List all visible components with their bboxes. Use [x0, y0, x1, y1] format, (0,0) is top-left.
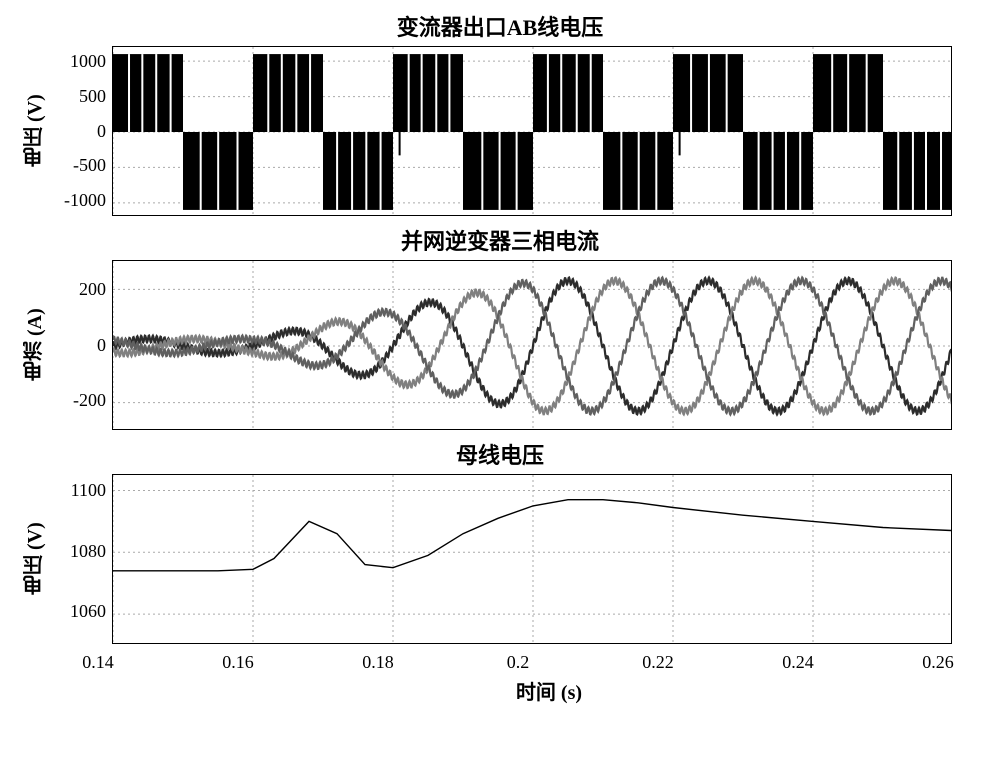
ytick-label: 0 — [97, 335, 106, 356]
xtick-label: 0.18 — [362, 652, 394, 673]
ytick-label: 200 — [79, 279, 106, 300]
ylabel-bus_voltage: 电压 (V) — [20, 474, 48, 644]
yticks-three_phase_current: 200 0 -200 — [48, 260, 112, 430]
ytick-label: -200 — [73, 390, 106, 411]
plot-three_phase_current — [112, 260, 952, 430]
yticks-voltage_ab: 1000 500 0 -500 -1000 — [48, 46, 112, 216]
yticks-bus_voltage: 1100 1080 1060 — [48, 474, 112, 644]
ytick-label: -500 — [73, 155, 106, 176]
figure-root: 变流器出口AB线电压 电压 (V) 1000 500 0 -500 -1000 并网逆变… — [20, 10, 980, 705]
plot-voltage_ab — [112, 46, 952, 216]
ytick-label: 500 — [79, 86, 106, 107]
xtick-label: 0.16 — [222, 652, 254, 673]
panel-bus_voltage: 母线电压 电压 (V) 1100 1080 1060 — [20, 438, 980, 644]
xtick-label: 0.22 — [642, 652, 674, 673]
xtick-label: 0.14 — [82, 652, 114, 673]
panel-title-voltage_ab: 变流器出口AB线电压 — [20, 10, 980, 42]
panel-three_phase_current: 并网逆变器三相电流 电流 (A) 200 0 -200 — [20, 224, 980, 430]
ytick-label: -1000 — [64, 190, 106, 211]
ytick-label: 1000 — [70, 51, 106, 72]
panel-title-three_phase_current: 并网逆变器三相电流 — [20, 224, 980, 256]
ytick-label: 1100 — [71, 480, 106, 501]
xtick-label: 0.2 — [507, 652, 530, 673]
ytick-label: 0 — [97, 121, 106, 142]
panel-voltage_ab: 变流器出口AB线电压 电压 (V) 1000 500 0 -500 -1000 — [20, 10, 980, 216]
xticks: 0.14 0.16 0.18 0.2 0.22 0.24 0.26 — [20, 652, 958, 674]
panel-title-bus_voltage: 母线电压 — [20, 438, 980, 470]
ylabel-three_phase_current: 电流 (A) — [20, 260, 48, 430]
xlabel: 时间 (s) — [20, 676, 980, 705]
xtick-label: 0.24 — [782, 652, 814, 673]
ylabel-voltage_ab: 电压 (V) — [20, 46, 48, 216]
ytick-label: 1080 — [70, 541, 106, 562]
ytick-label: 1060 — [70, 601, 106, 622]
xtick-label: 0.26 — [922, 652, 954, 673]
plot-bus_voltage — [112, 474, 952, 644]
